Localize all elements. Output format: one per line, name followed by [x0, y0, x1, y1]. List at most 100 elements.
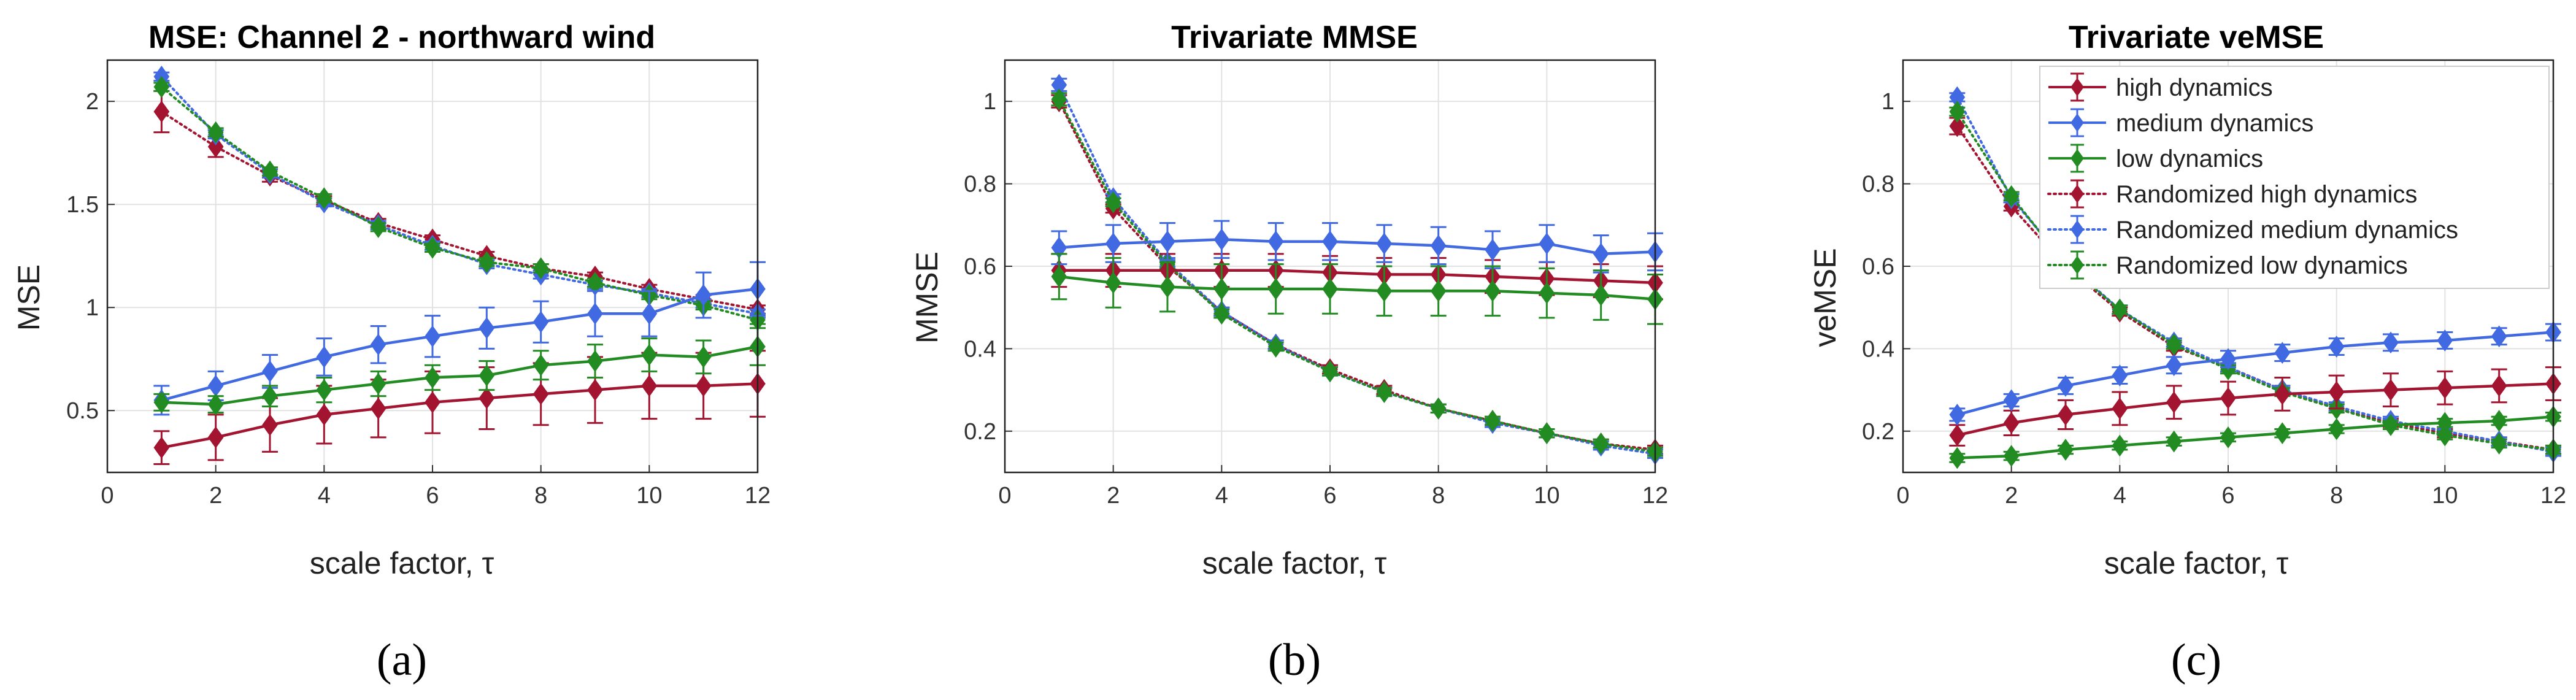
panel-c-data-point	[2058, 439, 2074, 461]
legend-label: Randomized medium dynamics	[2116, 217, 2458, 244]
panel-c-data-point	[1949, 101, 1966, 123]
panel-b-series-line	[1058, 98, 1656, 453]
legend-box	[2039, 66, 2550, 289]
panel-c-ytick-label: 1	[1882, 89, 1894, 115]
panel-a-data-point	[587, 350, 603, 372]
legend-item: Randomized low dynamics	[2047, 250, 2408, 280]
panel-c-series-line	[1956, 125, 2555, 451]
panel-b-xtick-label: 8	[1432, 483, 1445, 509]
panel-b-data-point	[1267, 278, 1284, 300]
panel-c-data-point	[2383, 331, 2399, 354]
panel-c-ytick-label: 0.4	[1862, 336, 1894, 362]
panel-b-data-point	[1105, 191, 1121, 213]
panel-b-xtick-label: 6	[1323, 483, 1336, 509]
panel-a-data-point	[641, 375, 658, 397]
panel-b-ytick-label: 0.2	[964, 419, 996, 445]
panel-c-series-line	[1957, 415, 2554, 460]
panel-b-data-point	[1213, 278, 1230, 300]
panel-a-axes-box	[106, 59, 759, 474]
legend-marker	[2070, 78, 2084, 96]
panel-c-data-point	[2220, 348, 2236, 371]
panel-b-series-3	[1051, 253, 1663, 325]
panel-c-data-point	[2220, 387, 2236, 409]
panel-b-xtick-label: 12	[1642, 483, 1668, 509]
panel-b-data-point	[1593, 242, 1609, 265]
panel-b-data-point	[1539, 282, 1555, 304]
panel-c-caption: (c)	[2171, 635, 2221, 685]
panel-a-ytick-label: 1	[86, 295, 99, 321]
panel-b-xtick-label: 2	[1107, 483, 1120, 509]
panel-c-data-point	[2112, 364, 2128, 387]
panel-c-series-3	[1949, 406, 2561, 469]
panel-a-data-point	[641, 302, 658, 325]
panel-b-data-point	[1213, 228, 1230, 251]
panel-b-caption: (b)	[1268, 635, 1321, 685]
legend-label: medium dynamics	[2116, 110, 2313, 137]
panel-a-data-point	[153, 101, 170, 123]
panel-a-data-point	[316, 345, 333, 368]
panel-c-title: Trivariate veMSE	[2069, 20, 2324, 55]
panel-a-data-point	[695, 375, 712, 397]
panel-a-data-point	[641, 344, 658, 366]
panel-b-data-point	[1430, 397, 1447, 420]
panel-a-data-point	[153, 75, 170, 98]
panel-c-data-point	[2274, 383, 2291, 406]
panel-b-data-point	[1485, 410, 1501, 432]
panel-c-data-point	[2274, 422, 2291, 445]
panel-a-series-line	[161, 287, 758, 402]
panel-c-data-point	[2112, 434, 2128, 457]
panel-b-ytick-label: 0.4	[964, 336, 996, 362]
panel-b-ytick-label: 1	[983, 89, 996, 115]
panel-c-data-point	[2491, 325, 2507, 348]
panel-a-data-point	[695, 345, 712, 368]
legend-item: high dynamics	[2048, 72, 2273, 102]
panel-c-axes-box	[1902, 59, 2555, 474]
panel-b-data-point	[1051, 265, 1067, 288]
panel-a: MSE: Channel 2 - northward wind scale fa…	[12, 20, 771, 685]
panel-c: Trivariate veMSE scale factor, τ veMSE (…	[1808, 20, 2566, 685]
panel-c-data-point	[1949, 404, 1966, 426]
panel-a-xtick-label: 0	[101, 483, 113, 509]
panel-c-data-point	[2383, 379, 2399, 401]
panel-c-data-point	[1949, 424, 1966, 447]
legend-marker	[2070, 113, 2084, 132]
panel-c-series-line	[1956, 382, 2554, 437]
panel-a-data-point	[153, 391, 170, 413]
legend-item: low dynamics	[2048, 144, 2263, 173]
panel-a-series-3	[153, 327, 766, 415]
panel-a-ytick-label: 0.5	[66, 398, 99, 424]
panel-c-legend: high dynamics medium dynamics low dynamics…	[2039, 66, 2550, 289]
panel-c-data-point	[1949, 115, 1966, 137]
panel-b-data-point	[1539, 233, 1555, 255]
panel-c-data-point	[2437, 412, 2453, 434]
panel-b-data-point	[1539, 422, 1555, 445]
panel-c-xtick-label: 4	[2113, 483, 2126, 509]
legend-item: Randomized medium dynamics	[2047, 215, 2458, 244]
panel-c-xtick-label: 8	[2330, 483, 2343, 509]
panel-c-data-point	[2166, 430, 2182, 453]
panel-b-axes-box	[1004, 59, 1656, 474]
panel-b-data-point	[1593, 433, 1609, 455]
panel-a-data-point	[370, 216, 386, 239]
panel-b-xlabel: scale factor, τ	[1202, 546, 1387, 580]
panel-b-ytick-label: 0.8	[964, 172, 996, 198]
legend-marker	[2070, 220, 2084, 239]
panel-a-data-point	[479, 251, 495, 274]
panel-c-xtick-label: 12	[2540, 483, 2566, 509]
panel-a-data-point	[587, 302, 603, 325]
panel-c-ytick-label: 0.6	[1862, 254, 1894, 280]
legend-label: high dynamics	[2116, 74, 2273, 101]
panel-a-data-point	[479, 317, 495, 339]
panel-c-data-point	[2220, 426, 2236, 448]
panel-a-data-point	[207, 426, 224, 448]
panel-a-data-point	[262, 413, 278, 436]
panel-b-title: Trivariate MMSE	[1171, 20, 1418, 55]
panel-c-data-point	[2491, 410, 2507, 432]
panel-a-data-point	[533, 310, 549, 333]
panel-a-xtick-label: 2	[209, 483, 222, 509]
panel-b-data-point	[1159, 275, 1175, 298]
panel-a-ytick-label: 1.5	[66, 192, 99, 218]
legend-item: Randomized high dynamics	[2047, 179, 2417, 209]
